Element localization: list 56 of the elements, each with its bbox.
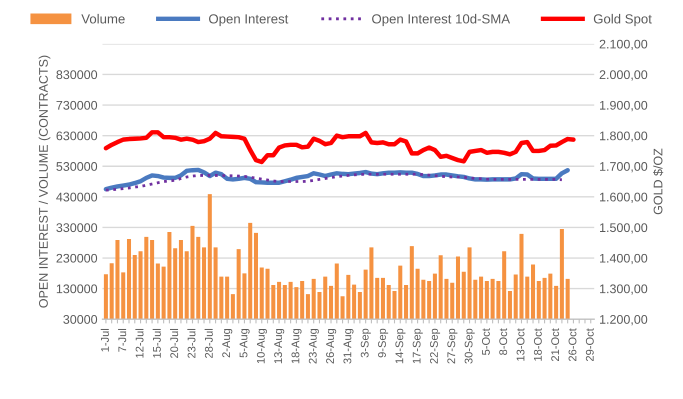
x-tick-label: 18-Oct <box>534 328 542 361</box>
x-tick-label: 31-Aug <box>343 328 354 364</box>
y2-tick-label: 1.700,00 <box>600 162 648 172</box>
y2-tick-label: 1.900,00 <box>600 100 648 112</box>
y2-tick-label: 1.600,00 <box>600 192 648 203</box>
y-tick-label: 130000 <box>56 284 98 294</box>
x-tick-label: 15-Jul <box>152 328 161 358</box>
legend-label: Gold Spot <box>594 14 652 26</box>
y-tick-label: 530000 <box>56 162 98 171</box>
x-tick-label: 22-Sep <box>430 328 440 364</box>
y2-tick-label: 1.200,00 <box>600 315 648 326</box>
legend-label: Volume <box>81 14 125 24</box>
y2-axis-title: GOLD $/OZ <box>653 148 664 214</box>
x-tick-label: 5-Oct <box>482 328 490 355</box>
x-tick-label: 14-Sep <box>395 328 406 364</box>
line-series <box>104 172 564 192</box>
line-series <box>104 130 576 164</box>
y-tick-label: 30000 <box>63 315 98 324</box>
x-tick-label: 12-Jul <box>135 328 144 358</box>
x-tick-label: 20-Jul <box>170 328 178 358</box>
x-tick-label: 9-Sep <box>378 328 388 358</box>
x-tick-label: 29-Oct <box>586 328 594 362</box>
x-tick-label: 27-Sep <box>447 328 458 364</box>
y-tick-label: 430000 <box>56 192 98 202</box>
x-tick-label: 26-Oct <box>568 328 576 362</box>
y2-tick-label: 1.800,00 <box>600 131 648 142</box>
x-tick-label: 28-Jul <box>204 328 213 358</box>
x-tick-label: 7-Jul <box>118 328 126 352</box>
y-tick-label: 230000 <box>56 254 98 263</box>
x-tick-label: 10-Aug <box>256 328 267 364</box>
x-tick-label: 13-Oct <box>516 328 524 361</box>
y2-tick-label: 2.000,00 <box>600 70 648 81</box>
x-tick-label: 13-Aug <box>274 328 284 364</box>
legend-label: Open Interest 10d-SMA <box>372 14 510 26</box>
x-tick-label: 1-Jul <box>100 328 109 352</box>
x-tick-label: 3-Sep <box>360 328 371 358</box>
x-tick-label: 30-Sep <box>464 328 475 364</box>
y-tick-label: 830000 <box>56 70 98 80</box>
x-tick-label: 5-Aug <box>240 328 250 358</box>
y2-tick-label: 1.400,00 <box>600 254 648 264</box>
y-tick-label: 630000 <box>56 131 98 140</box>
x-tick-label: 23-Jul <box>187 328 196 358</box>
x-tick-label: 23-Aug <box>308 328 319 364</box>
x-tick-label: 26-Aug <box>326 328 336 364</box>
y-axis-title: OPEN INTEREST / VOLUME (CONTRACTS) <box>38 56 50 308</box>
y-tick-label: 730000 <box>56 100 98 110</box>
y2-tick-label: 1.300,00 <box>600 284 648 295</box>
legend-label: Open Interest <box>209 14 288 26</box>
x-tick-label: 17-Sep <box>412 328 423 364</box>
y2-tick-label: 2.100,00 <box>600 40 648 50</box>
x-tick-label: 18-Aug <box>292 328 302 364</box>
x-tick-label: 21-Oct <box>551 328 560 362</box>
y-tick-label: 330000 <box>56 223 98 232</box>
x-tick-label: 8-Oct <box>499 328 508 355</box>
x-tick-label: 2-Aug <box>222 328 232 358</box>
y2-tick-label: 1.500,00 <box>600 223 648 234</box>
